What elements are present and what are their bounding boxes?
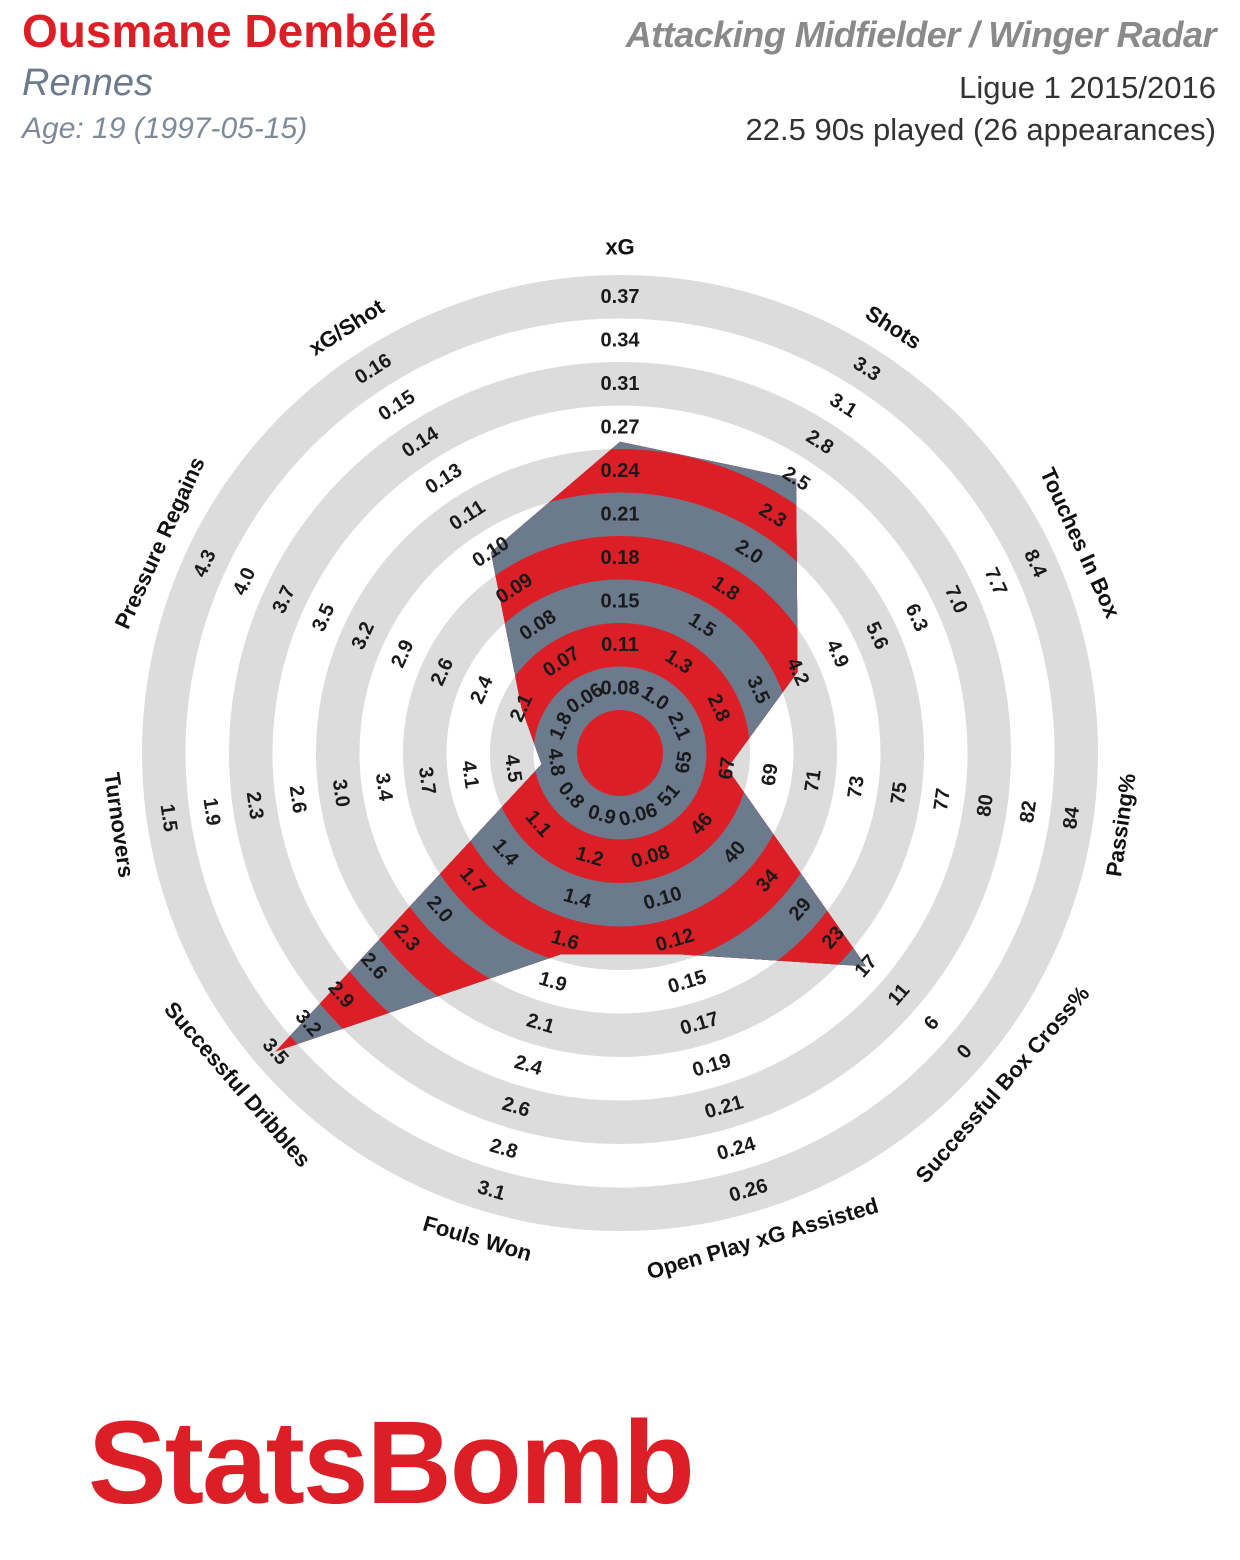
radar-axis-label: Passing% bbox=[1101, 772, 1141, 878]
radar-tick-label: 0.24 bbox=[601, 460, 641, 482]
radar-tick-label: 84 bbox=[1059, 804, 1084, 830]
radar-tick-label: 65 bbox=[672, 750, 697, 775]
radar-tick-label: 71 bbox=[801, 768, 826, 793]
player-age: Age: 19 (1997-05-15) bbox=[22, 112, 308, 145]
radar-tick-label: 0.37 bbox=[601, 286, 640, 308]
radar-tick-label: 0.11 bbox=[601, 634, 639, 656]
radar-tick-label: 3.7 bbox=[414, 765, 440, 796]
radar-tick-label: 3.0 bbox=[328, 778, 354, 809]
radar-tick-label: 4.1 bbox=[457, 759, 483, 790]
radar-tick-label: 0.31 bbox=[601, 373, 640, 395]
radar-tick-label: 1.9 bbox=[199, 796, 225, 827]
radar-axis-label: xG bbox=[605, 235, 634, 260]
radar-tick-label: 2.6 bbox=[285, 784, 311, 815]
radar-tick-label: 0.15 bbox=[601, 590, 640, 612]
radar-tick-label: 77 bbox=[930, 787, 955, 812]
minutes-played: 22.5 90s played (26 appearances) bbox=[745, 112, 1217, 147]
radar-tick-label: 4.8 bbox=[543, 747, 569, 778]
radar-tick-label: 4.5 bbox=[500, 753, 526, 784]
team-name: Rennes bbox=[22, 62, 153, 104]
player-center bbox=[577, 710, 663, 796]
radar-tick-label: 2.3 bbox=[242, 790, 268, 821]
radar-tick-label: 0.34 bbox=[601, 329, 641, 351]
radar-tick-label: 80 bbox=[973, 793, 998, 818]
radar-tick-label: 75 bbox=[887, 781, 912, 806]
statsbomb-logo: StatsBomb bbox=[88, 1397, 695, 1529]
radar-chart: 0.08 0.11 0.15 0.18 0.21 0.24 0.27 0.31 0.34 0.37… bbox=[99, 235, 1141, 1285]
radar-tick-label: 0.27 bbox=[601, 416, 640, 438]
radar-axis-label: Turnovers bbox=[99, 771, 139, 879]
radar-tick-label: 67 bbox=[715, 756, 740, 781]
radar-title: Attacking Midfielder / Winger Radar bbox=[625, 14, 1217, 55]
competition-season: Ligue 1 2015/2016 bbox=[959, 70, 1216, 105]
radar-tick-label: 1.5 bbox=[156, 803, 182, 834]
header: Ousmane Dembélé Rennes Age: 19 (1997-05-… bbox=[0, 0, 1240, 160]
radar-tick-label: 69 bbox=[758, 762, 783, 787]
radar-tick-label: 82 bbox=[1016, 799, 1041, 824]
radar-tick-label: 0.21 bbox=[601, 503, 640, 525]
radar-tick-label: 0.08 bbox=[601, 677, 640, 699]
radar-tick-label: 0.18 bbox=[601, 547, 640, 569]
player-name: Ousmane Dembélé bbox=[22, 5, 437, 57]
radar-tick-label: 73 bbox=[844, 774, 869, 799]
radar-tick-label: 3.4 bbox=[371, 772, 397, 804]
